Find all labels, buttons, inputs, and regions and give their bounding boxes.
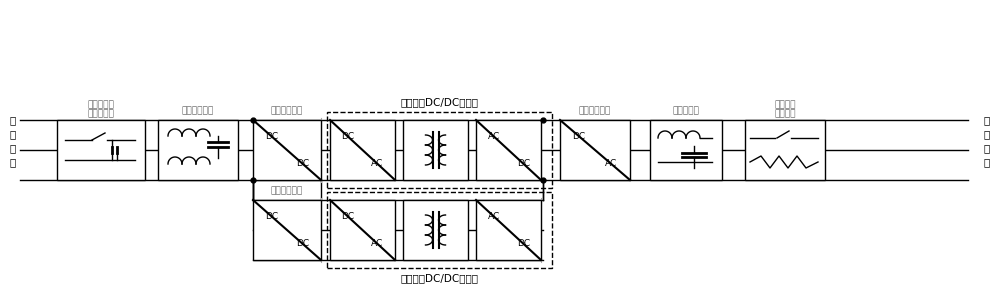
Text: AC: AC [605,159,617,168]
Bar [403,200,468,260]
Text: DC: DC [265,132,278,141]
Bar [158,120,238,180]
Text: DC: DC [265,212,278,221]
Text: AC: AC [487,132,500,141]
Bar [476,200,541,260]
Text: AC: AC [371,159,384,168]
Text: DC: DC [296,239,309,248]
Bar [650,120,722,180]
Text: 中频隔离DC/DC变流器: 中频隔离DC/DC变流器 [400,273,479,283]
Text: 流: 流 [10,129,16,139]
Text: DC: DC [341,132,354,141]
Text: 出: 出 [984,157,990,167]
Text: 交: 交 [984,115,990,125]
Text: 中频隔离DC/DC变流器: 中频隔离DC/DC变流器 [400,97,479,107]
Bar [560,120,630,180]
Text: 对外输出: 对外输出 [774,100,796,110]
Bar [403,120,468,180]
Text: 前级升压单元: 前级升压单元 [271,106,303,115]
Text: 输入滤波单元: 输入滤波单元 [182,106,214,115]
Text: 输出滤波器: 输出滤波器 [673,106,699,115]
Text: DC: DC [341,212,354,221]
Bar [330,200,395,260]
Bar [327,112,552,188]
Text: 输入开关与: 输入开关与 [88,100,114,110]
Bar [745,120,825,180]
Text: 流: 流 [984,129,990,139]
Bar [330,120,395,180]
Text: 直: 直 [10,115,16,125]
Bar [476,120,541,180]
Text: AC: AC [487,212,500,221]
Text: 三相逆变单元: 三相逆变单元 [579,106,611,115]
Text: 输: 输 [10,143,16,153]
Text: DC: DC [572,132,585,141]
Text: DC: DC [517,159,530,168]
Bar [253,200,321,260]
Text: 预充电单元: 预充电单元 [88,110,114,118]
Bar [253,120,321,180]
Text: 控制单元: 控制单元 [774,110,796,118]
Text: DC: DC [517,239,530,248]
Bar [327,192,552,268]
Bar [57,120,145,180]
Text: DC: DC [296,159,309,168]
Text: AC: AC [371,239,384,248]
Text: 前级升压单元: 前级升压单元 [271,187,303,195]
Text: 输: 输 [984,143,990,153]
Text: 入: 入 [10,157,16,167]
